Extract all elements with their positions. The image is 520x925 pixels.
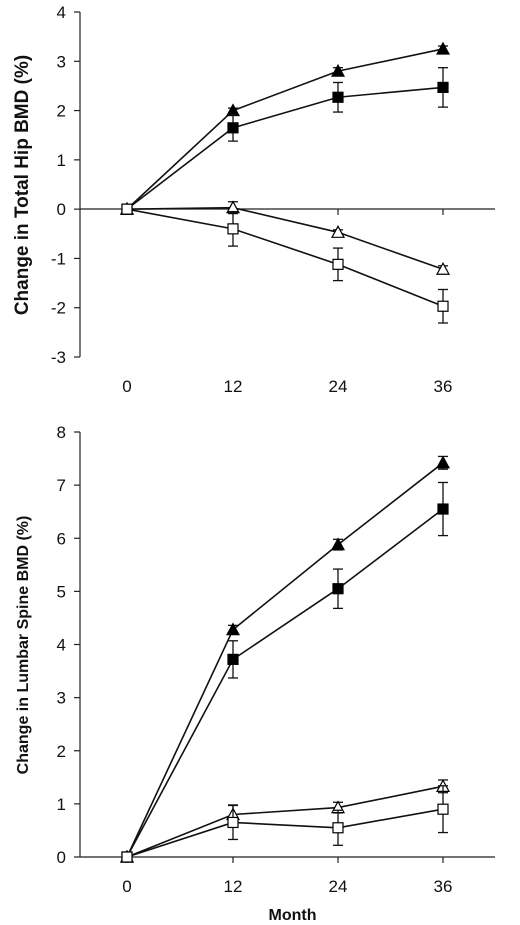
data-point <box>330 537 346 551</box>
data-point <box>332 258 344 270</box>
data-point <box>437 803 449 815</box>
x-tick-label: 36 <box>434 377 453 396</box>
data-point <box>437 81 449 94</box>
x-tick-label: 24 <box>329 377 348 396</box>
y-tick-label: 4 <box>57 3 66 22</box>
data-point <box>227 653 239 665</box>
y-tick-label: 2 <box>57 742 66 761</box>
y-tick-label: 4 <box>57 636 66 655</box>
data-point <box>435 262 451 275</box>
series-line <box>126 785 444 858</box>
x-tick-label: 12 <box>224 377 243 396</box>
series-line <box>126 86 444 210</box>
x-tick-label: 12 <box>224 877 243 896</box>
y-tick-label: -2 <box>51 299 66 318</box>
series-line <box>126 206 444 271</box>
y-tick-label: 7 <box>57 476 66 495</box>
data-point <box>225 622 241 636</box>
y-tick-label: 3 <box>57 52 66 71</box>
data-point <box>435 41 451 55</box>
y-tick-label: 2 <box>57 102 66 121</box>
series-open-triangle <box>119 200 451 275</box>
data-point <box>121 203 133 215</box>
y-tick-label: 0 <box>57 200 66 219</box>
series-line <box>126 508 444 858</box>
series-line <box>126 808 444 858</box>
x-tick-label: 24 <box>329 877 348 896</box>
series-open-triangle <box>119 779 451 863</box>
series-line <box>126 462 444 858</box>
y-axis-title: Change in Total Hip BMD (%) <box>12 55 33 315</box>
y-axis-title: Change in Lumbar Spine BMD (%) <box>15 516 32 775</box>
y-tick-label: 6 <box>57 529 66 548</box>
series-open-square <box>121 203 449 324</box>
series-line <box>126 208 444 307</box>
y-tick-label: -1 <box>51 249 66 268</box>
y-tick-label: 8 <box>57 423 66 442</box>
series-filled-triangle <box>119 455 451 863</box>
series-filled-square <box>121 67 449 215</box>
data-point <box>332 822 344 834</box>
data-point <box>330 63 346 77</box>
data-point <box>437 503 449 515</box>
data-point <box>121 851 133 863</box>
data-point <box>332 91 344 103</box>
series-filled-square <box>121 481 449 863</box>
y-tick-label: 1 <box>57 151 66 170</box>
x-axis-title: Month <box>269 907 317 924</box>
y-tick-label: 5 <box>57 582 66 601</box>
series-open-square <box>121 785 449 863</box>
data-point <box>437 300 449 312</box>
y-tick-label: 0 <box>57 848 66 867</box>
x-tick-label: 36 <box>434 877 453 896</box>
x-tick-label: 0 <box>122 877 131 896</box>
series-filled-triangle <box>119 41 451 215</box>
data-point <box>227 816 239 829</box>
x-tick-label: 0 <box>122 377 131 396</box>
data-point <box>435 455 451 469</box>
data-point <box>332 583 344 595</box>
y-tick-label: 3 <box>57 689 66 708</box>
y-tick-label: 1 <box>57 795 66 814</box>
data-point <box>227 122 239 134</box>
y-tick-label: -3 <box>51 348 66 367</box>
series-line <box>126 48 444 210</box>
data-point <box>330 225 346 238</box>
data-point <box>227 223 239 235</box>
